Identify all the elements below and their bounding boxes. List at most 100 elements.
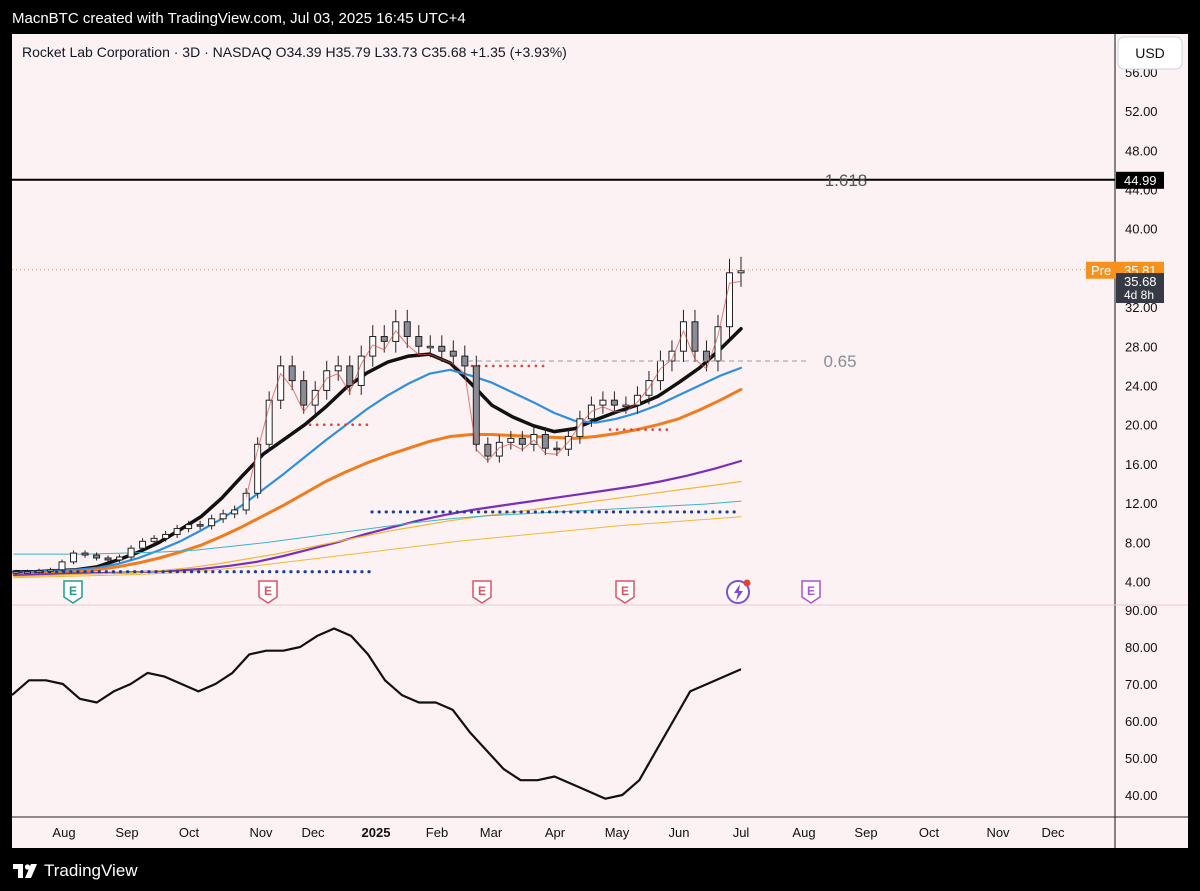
time-tick-label: 2025	[362, 825, 391, 840]
candle-body	[116, 556, 124, 561]
tradingview-logo-icon	[13, 864, 37, 878]
candle-body	[93, 554, 101, 559]
candle-body	[323, 370, 331, 391]
candle-body	[553, 447, 561, 451]
price-tick-label: 48.00	[1125, 143, 1158, 158]
candle-body	[219, 513, 227, 520]
earnings-marker-icon[interactable]	[615, 580, 635, 604]
header-bar: MacnBTC created with TradingView.com, Ju…	[0, 0, 1200, 34]
candle-body	[127, 547, 135, 558]
price-tick-label: 40.00	[1125, 222, 1158, 237]
fib-level-1618-label: 1.618	[825, 171, 868, 190]
candle-body	[334, 365, 342, 372]
moving-average-line	[12, 366, 743, 574]
price-tick-label: 12.00	[1125, 496, 1158, 511]
candle-body	[691, 321, 699, 352]
last-price-badge-label: 35.68	[1124, 274, 1157, 289]
candle-body	[162, 533, 170, 539]
candle-body	[185, 524, 193, 530]
candle-body	[564, 435, 572, 450]
osc-tick-label: 50.00	[1125, 751, 1158, 766]
axis-layer: 4.008.0012.0016.0020.0024.0028.0032.0036…	[12, 34, 1188, 848]
short-ma-line	[245, 280, 742, 498]
time-tick-label: Apr	[545, 825, 566, 840]
time-tick-label: Feb	[426, 825, 448, 840]
price-tick-label: 32.00	[1125, 300, 1158, 315]
time-tick-label: Dec	[1041, 825, 1065, 840]
candle-body	[12, 571, 20, 574]
candle-body	[380, 336, 388, 342]
price-tick-label: 24.00	[1125, 379, 1158, 394]
symbol-legend: Rocket Lab Corporation · 3D · NASDAQ O34…	[22, 44, 567, 60]
chart-frame[interactable]	[12, 34, 1188, 848]
candle-body	[277, 365, 285, 401]
candle-body	[461, 355, 469, 367]
legend-change: +1.35 (+3.93%)	[466, 44, 566, 60]
candle-body	[599, 399, 607, 406]
legend-close: C35.68	[417, 44, 466, 60]
time-tick-label: Sep	[854, 825, 877, 840]
candle-body	[714, 326, 722, 362]
earnings-marker-label: E	[478, 584, 486, 598]
earnings-marker-icon[interactable]	[472, 580, 492, 604]
footer: TradingView	[12, 858, 138, 884]
candle-body	[610, 399, 618, 406]
candle-body	[81, 552, 89, 556]
candle-body	[472, 365, 480, 445]
earnings-marker-icon[interactable]	[258, 580, 278, 604]
pre-market-badge-label: Pre	[1091, 263, 1111, 278]
candle-body	[35, 570, 43, 573]
moving-averages-layer	[12, 326, 743, 579]
candle-body	[24, 571, 32, 574]
candle-body	[530, 434, 538, 445]
earnings-marker-label: E	[69, 584, 77, 598]
candle-body	[70, 552, 78, 563]
earnings-marker-label: E	[621, 584, 629, 598]
time-tick-label: Aug	[52, 825, 75, 840]
candle-body	[288, 365, 296, 382]
candle-body	[495, 441, 503, 457]
candle-body	[403, 321, 411, 337]
legend-low: L33.73	[371, 44, 418, 60]
currency-button[interactable]	[1117, 36, 1183, 70]
time-tick-label: Oct	[179, 825, 200, 840]
moving-average-line	[13, 516, 742, 579]
candle-body	[507, 437, 515, 443]
time-tick-label: May	[605, 825, 630, 840]
moving-average-line	[12, 326, 743, 574]
candle-body	[242, 492, 250, 511]
osc-tick-label: 60.00	[1125, 714, 1158, 729]
candle-body	[196, 524, 204, 527]
candle-body	[58, 561, 66, 571]
earnings-marker-icon[interactable]	[801, 580, 821, 604]
lightning-bolt-icon	[734, 584, 743, 601]
last-price-countdown: 4d 8h	[1124, 288, 1154, 302]
price-tick-label: 4.00	[1125, 575, 1150, 590]
candle-body	[449, 350, 457, 357]
candle-body	[254, 443, 262, 494]
candle-body	[541, 434, 549, 449]
osc-tick-label: 40.00	[1125, 788, 1158, 803]
earnings-marker-icon[interactable]	[63, 580, 83, 604]
currency-button-label[interactable]: USD	[1135, 45, 1165, 61]
osc-tick-label: 90.00	[1125, 603, 1158, 618]
credit-text: MacnBTC created with TradingView.com, Ju…	[12, 10, 466, 27]
candle-body	[725, 272, 733, 328]
candle-body	[518, 437, 526, 445]
osc-tick-label: 80.00	[1125, 640, 1158, 655]
price-tick-label: 8.00	[1125, 535, 1150, 550]
candle-body	[622, 404, 630, 408]
time-tick-label: Nov	[986, 825, 1010, 840]
osc-tick-label: 70.00	[1125, 677, 1158, 692]
fib-level-065-label: 0.65	[823, 352, 856, 371]
price-tick-label: 52.00	[1125, 104, 1158, 119]
time-tick-label: Jun	[669, 825, 690, 840]
time-tick-label: Oct	[919, 825, 940, 840]
time-tick-label: Nov	[249, 825, 273, 840]
candle-body	[679, 321, 687, 352]
footer-brand: TradingView	[44, 861, 138, 880]
candle-body	[656, 360, 664, 382]
candle-body	[150, 537, 158, 542]
